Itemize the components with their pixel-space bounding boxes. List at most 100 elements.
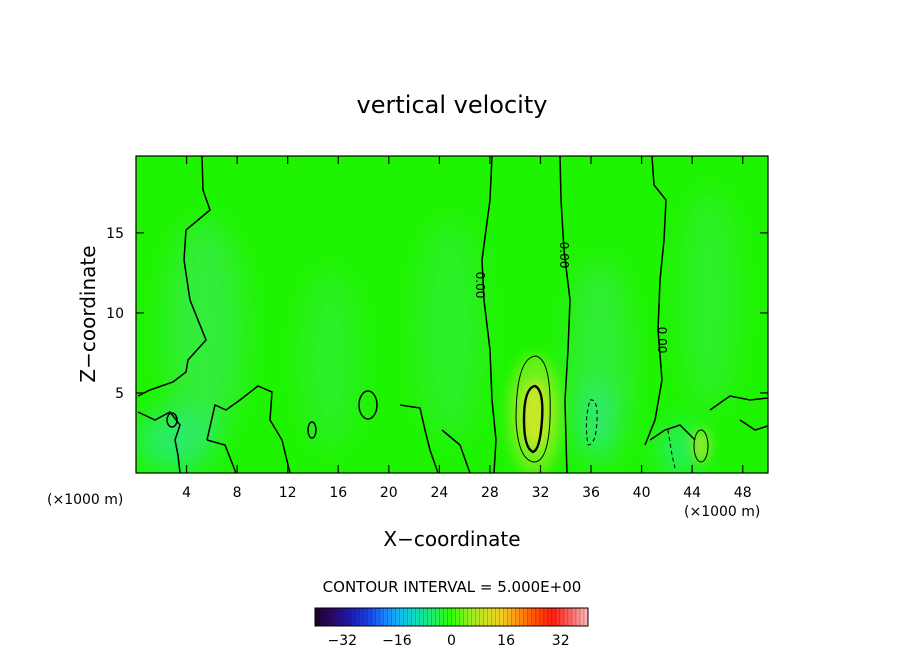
zero-contour — [644, 156, 667, 446]
zero-contour — [481, 156, 497, 473]
colorbar-swatch — [507, 608, 513, 626]
colorbar-swatch — [335, 608, 340, 626]
zero-contour — [137, 411, 181, 473]
x-axis: 4 8 12 16 20 24 28 32 36 40 44 48 — [182, 156, 752, 501]
colorbar-swatch — [355, 608, 360, 626]
colorbar-swatch — [343, 608, 348, 626]
colorbar-swatch — [399, 608, 404, 626]
colorbar-swatch — [503, 608, 509, 626]
positive-contour — [515, 355, 551, 463]
colorbar-swatch — [499, 608, 504, 626]
colorbar-swatch — [339, 608, 344, 626]
colorbar-swatch — [331, 608, 336, 626]
colorbar-swatch — [567, 608, 573, 626]
zero-contour — [399, 404, 439, 473]
x-unit-right: (×1000 m) — [684, 504, 760, 520]
zero-contour-loop — [307, 421, 317, 439]
colorbar — [314, 607, 589, 627]
shading-layer — [136, 190, 738, 473]
negative-contour — [585, 399, 598, 446]
colorbar-swatch — [487, 608, 492, 626]
x-tick-label: 32 — [532, 485, 550, 501]
colorbar-swatch — [347, 608, 352, 626]
x-tick-label: 48 — [734, 485, 752, 501]
colorbar-swatch — [575, 608, 581, 626]
colorbar-swatch — [547, 608, 553, 626]
colorbar-swatch — [475, 608, 480, 626]
colorbar-swatch — [543, 608, 549, 626]
colorbar-tick-label: 0 — [447, 633, 456, 649]
colorbar-swatch — [583, 608, 589, 626]
colorbar-swatch — [463, 608, 468, 626]
colorbar-swatch — [415, 608, 420, 626]
positive-contour — [522, 384, 544, 454]
colorbar-swatch — [571, 608, 577, 626]
colorbar-swatch — [443, 608, 448, 626]
colorbar-swatch — [387, 608, 392, 626]
colorbar-swatch — [491, 608, 496, 626]
positive-contour-loop — [693, 429, 709, 463]
zero-contour — [739, 419, 768, 431]
negative-contour — [667, 429, 676, 469]
colorbar-swatch — [459, 608, 464, 626]
x-tick-label: 16 — [329, 485, 347, 501]
colorbar-tick-label: 32 — [552, 633, 570, 649]
cool-patch — [682, 190, 738, 410]
chart-title: vertical velocity — [357, 91, 548, 119]
x-unit-left: (×1000 m) — [47, 492, 123, 508]
zero-contour — [441, 429, 471, 473]
colorbar-swatch — [535, 608, 541, 626]
x-axis-label: X−coordinate — [383, 527, 520, 551]
colorbar-swatch — [515, 608, 521, 626]
y-axis: 5 10 15 — [106, 226, 768, 402]
colorbar-swatch — [467, 608, 472, 626]
colorbar-tick-label: −16 — [382, 633, 412, 649]
colorbar-swatch — [395, 608, 400, 626]
colorbar-swatch — [411, 608, 416, 626]
cool-patch — [165, 220, 245, 440]
colorbar-swatch — [319, 608, 324, 626]
x-tick-label: 24 — [430, 485, 448, 501]
colorbar-swatch — [431, 608, 436, 626]
colorbar-frame — [314, 607, 589, 627]
colorbar-swatch — [511, 608, 517, 626]
contour-interval-label: CONTOUR INTERVAL = 5.000E+00 — [323, 578, 582, 596]
x-tick-label: 4 — [182, 485, 191, 501]
colorbar-swatch — [559, 608, 565, 626]
y-tick-label: 5 — [115, 386, 124, 402]
colorbar-swatch — [495, 608, 500, 626]
y-tick-label: 10 — [106, 306, 124, 322]
zero-contour — [137, 156, 211, 397]
colorbar-swatch — [327, 608, 332, 626]
y-axis-label: Z−coordinate — [76, 245, 100, 382]
cool-patch — [415, 220, 485, 440]
colorbar-swatch — [439, 608, 444, 626]
colorbar-swatch — [375, 608, 380, 626]
colorbar-swatch — [427, 608, 432, 626]
zero-contour-loop — [166, 412, 178, 428]
colorbar-swatch — [435, 608, 440, 626]
colorbar-ticks: −32 −16 0 16 32 — [328, 633, 570, 649]
colorbar-swatch — [563, 608, 569, 626]
colorbar-swatch — [407, 608, 412, 626]
x-tick-label: 12 — [279, 485, 297, 501]
zero-contour — [206, 439, 237, 473]
plot-area: 0.00 0.00 0.00 — [136, 156, 768, 473]
colorbar-swatch — [579, 608, 585, 626]
colorbar-swatch — [555, 608, 561, 626]
colorbar-tick-label: 16 — [497, 633, 515, 649]
x-tick-label: 28 — [481, 485, 499, 501]
colorbar-swatch — [471, 608, 476, 626]
colorbar-swatch — [371, 608, 376, 626]
cool-patch — [300, 270, 360, 450]
zero-contour — [649, 424, 696, 441]
contour-lines — [137, 156, 768, 473]
contour-label: 0.00 — [473, 272, 487, 299]
colorbar-swatch — [539, 608, 545, 626]
colorbar-swatch — [363, 608, 368, 626]
colorbar-swatch — [527, 608, 533, 626]
colorbar-swatch — [455, 608, 460, 626]
colorbar-swatch — [403, 608, 408, 626]
colorbar-swatch — [351, 608, 356, 626]
